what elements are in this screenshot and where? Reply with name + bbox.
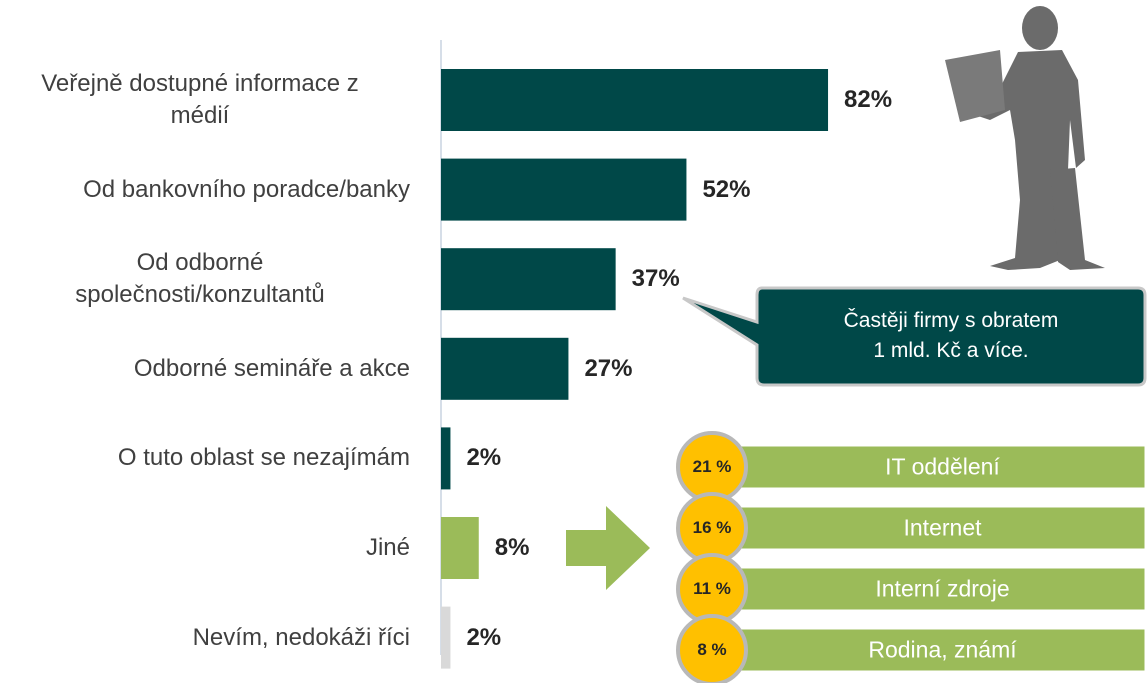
category-label: O tuto oblast se nezajímám [117, 444, 410, 472]
breakdown-bar [739, 567, 1146, 611]
breakdown-label: Rodina, známí [868, 636, 1017, 663]
breakdown-share: 8 % [697, 640, 727, 659]
category-label: Veřejně dostupné informace z médií [41, 70, 359, 129]
bar [441, 69, 829, 131]
bar [441, 248, 616, 311]
value-label: 27% [584, 354, 633, 382]
value-label: 2% [466, 444, 502, 472]
callout-text: Častěji firmy s obratem [843, 309, 1059, 332]
value-label: 82% [844, 86, 893, 113]
bar [441, 427, 451, 490]
category-label: Od odborné společnosti/konzultantů [75, 249, 325, 309]
breakdown-share: 16 % [692, 518, 732, 537]
bar [441, 517, 479, 579]
category-label: Jiné [365, 534, 410, 561]
breakdown-bar [739, 506, 1146, 550]
value-label: 52% [702, 175, 751, 203]
person-icon [945, 6, 1105, 270]
callout-text: 1 mld. Kč a více. [873, 339, 1029, 362]
bar [441, 337, 569, 400]
share-badge [676, 614, 748, 683]
breakdown-share: 21 % [692, 457, 732, 476]
bar [441, 606, 451, 669]
callout-box [682, 286, 1147, 387]
category-label: Nevím, nedokáži říci [192, 623, 410, 651]
value-label: 37% [631, 265, 680, 293]
breakdown-label: Internet [903, 514, 982, 541]
value-label: 8% [494, 534, 530, 561]
value-label: 2% [466, 623, 502, 651]
breakdown-label: IT oddělení [885, 453, 1000, 480]
breakdown-share: 11 % [693, 579, 731, 598]
bar [441, 158, 687, 221]
category-label: Od bankovního poradce/banky [83, 175, 410, 203]
arrow [566, 506, 650, 590]
breakdown-label: Interní zdroje [875, 575, 1010, 602]
breakdown-bar [739, 445, 1146, 489]
category-label: Odborné semináře a akce [133, 354, 410, 382]
